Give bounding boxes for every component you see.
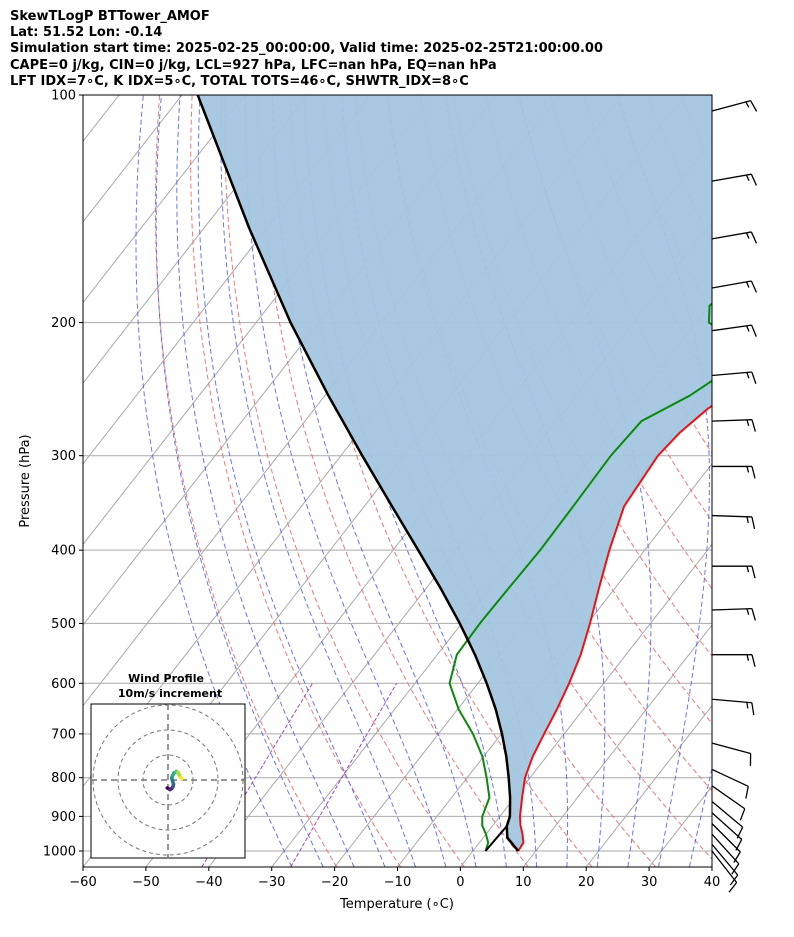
moist-adiabat <box>303 95 507 867</box>
dry-adiabat <box>746 95 794 867</box>
dry-adiabat <box>190 95 402 867</box>
wind-barb <box>711 280 758 293</box>
isotherm--130 <box>83 95 246 304</box>
moist-adiabat <box>176 95 355 867</box>
wind-barbs <box>711 100 758 893</box>
wind-barb <box>712 465 756 479</box>
moist-adiabat <box>244 95 447 867</box>
y-tick-label: 400 <box>51 544 76 559</box>
dewpoint-line <box>448 302 712 852</box>
profile-lines <box>196 95 712 852</box>
y-tick-label: 1000 <box>43 844 76 859</box>
hodograph-inset: Wind Profile 10m/s increment <box>90 672 246 859</box>
y-tick-label: 800 <box>51 771 76 786</box>
wind-barb <box>712 565 756 579</box>
y-tick-label: 700 <box>51 727 76 742</box>
isotherm-50 <box>775 95 794 867</box>
moist-adiabat <box>155 95 324 867</box>
lcl-link-line <box>484 825 508 852</box>
y-tick-label: 600 <box>51 677 76 692</box>
x-tick-label: 10 <box>515 875 532 890</box>
cin-cape-shading <box>197 95 712 851</box>
wind-barb <box>711 607 757 621</box>
header-line-4: CAPE=0 j/kg, CIN=0 j/kg, LCL=927 hPa, LF… <box>10 58 497 73</box>
axes: −60 −50 −40 −30 −20 −10 0 10 20 30 40 1000 900 800 700… <box>43 89 720 891</box>
wind-barb <box>712 654 756 667</box>
isotherm--120 <box>83 95 309 384</box>
wind-barb <box>711 371 757 384</box>
x-tick-label: 30 <box>641 875 658 890</box>
dry-adiabat <box>224 95 465 867</box>
hodograph-title: Wind Profile <box>128 672 204 685</box>
hodograph-subtitle: 10m/s increment <box>118 687 222 700</box>
y-tick-label: 900 <box>51 810 76 825</box>
isotherm-40 <box>711 866 712 867</box>
dry-adiabat <box>256 95 529 867</box>
dry-adiabat <box>714 95 794 867</box>
wind-barb <box>711 785 746 821</box>
wind-barb <box>711 768 749 799</box>
wind-barb <box>711 800 744 839</box>
y-tick-label: 500 <box>51 617 76 632</box>
isotherm--10 <box>397 462 712 867</box>
dry-adiabat <box>154 95 338 867</box>
mixing-ratio-line <box>290 683 398 867</box>
x-tick-label: −40 <box>195 875 222 890</box>
y-axis-label: Pressure (hPa) <box>18 434 33 527</box>
y-tick-label: 200 <box>51 316 76 331</box>
header-line-3: Simulation start time: 2025-02-25_00:00:… <box>10 41 603 56</box>
temperature-line <box>517 404 712 852</box>
wind-barb <box>711 100 758 112</box>
wind-barb <box>711 823 741 863</box>
x-tick-label: −20 <box>321 875 348 890</box>
mixing-ratio-line <box>201 683 313 867</box>
header-line-2: Lat: 51.52 Lon: -0.14 <box>10 25 163 40</box>
header-line-1: SkewTLogP BTTower_AMOF <box>10 9 210 24</box>
wind-barb <box>711 324 757 337</box>
x-tick-label: 40 <box>704 875 721 890</box>
wind-barb <box>711 231 758 244</box>
moist-adiabat <box>135 95 293 867</box>
isotherm-20 <box>585 704 712 867</box>
dry-adiabat <box>419 95 712 725</box>
dry-adiabat <box>354 95 712 860</box>
x-tick-label: −30 <box>258 875 285 890</box>
wind-barb <box>711 698 755 716</box>
wind-barb <box>711 833 740 875</box>
x-tick-label: −60 <box>69 875 96 890</box>
wind-barb <box>711 514 756 530</box>
hodograph-segment <box>178 775 184 781</box>
wind-barb <box>711 742 752 766</box>
moist-adiabat <box>197 95 386 867</box>
wind-barb <box>711 812 743 851</box>
isotherm-0 <box>460 543 712 867</box>
wind-barb <box>711 419 757 432</box>
x-tick-label: −50 <box>132 875 159 890</box>
dry-adiabat <box>779 95 794 867</box>
wind-barb <box>711 850 738 893</box>
moist-adiabat <box>220 95 416 867</box>
parcel-line <box>196 95 520 852</box>
x-tick-label: 0 <box>456 875 464 890</box>
y-tick-label: 300 <box>51 449 76 464</box>
moist-adiabat <box>272 95 477 867</box>
x-axis-label: Temperature (∘C) <box>339 897 454 912</box>
header-line-5: LFT IDX=7∘C, K IDX=5∘C, TOTAL TOTS=46∘C,… <box>10 74 469 89</box>
isotherm-10 <box>522 624 712 867</box>
wind-barb <box>711 173 758 186</box>
x-tick-label: 20 <box>578 875 595 890</box>
y-tick-label: 100 <box>51 89 76 104</box>
x-tick-label: −10 <box>384 875 411 890</box>
